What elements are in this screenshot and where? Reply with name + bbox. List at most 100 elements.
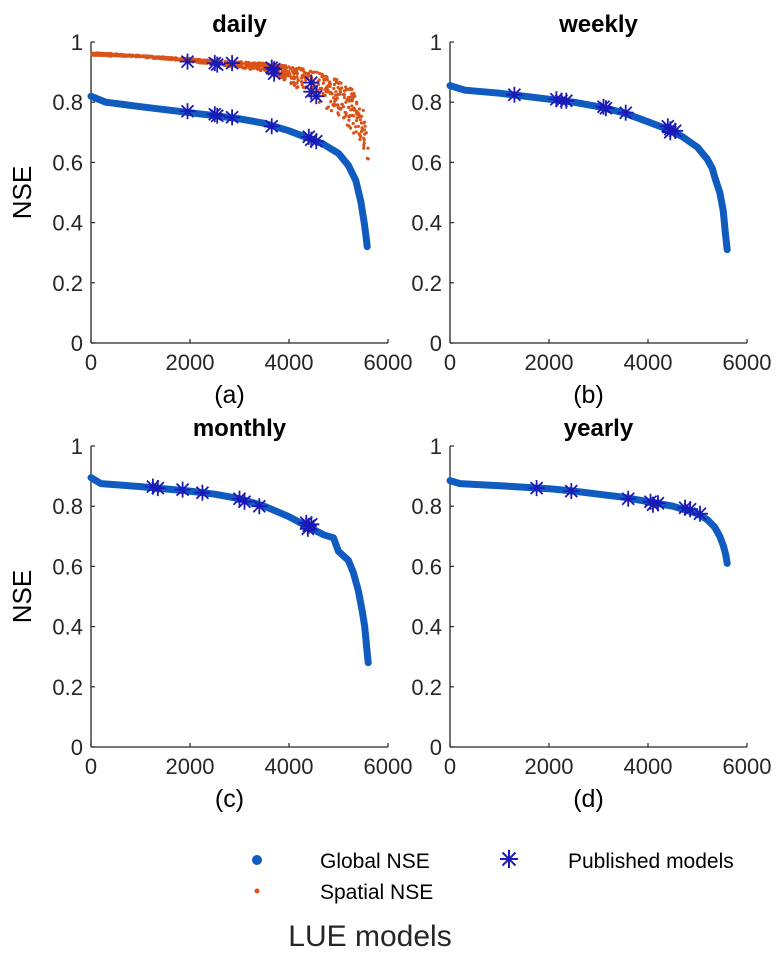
spatial-nse-point [355,116,359,120]
spatial-nse-point [303,74,307,78]
published-model-point [649,495,666,512]
y-tick-label: 0 [430,735,442,760]
x-tick-label: 4000 [265,350,314,375]
spatial-nse-point [295,86,299,90]
spatial-nse-point [342,95,346,100]
spatial-nse-point [344,85,348,89]
spatial-nse-point [247,60,251,65]
spatial-nse-point [162,55,166,60]
y-tick-label: 0.4 [52,615,83,640]
global-nse-curve [87,92,371,251]
y-tick-label: 0.2 [411,271,442,296]
published-model-point [266,65,283,82]
published-model-point [308,88,325,105]
x-tick-label: 0 [444,350,456,375]
legend-spatial-label: Spatial NSE [320,881,433,904]
published-marker-stroke [507,88,522,102]
published-marker-stroke [180,54,195,69]
spatial-nse-point [175,56,179,61]
spatial-nse-point [90,52,94,56]
published-marker-stroke [693,507,707,521]
published-marker-stroke [559,94,573,108]
published-model-point [617,104,634,121]
published-model-point [645,496,661,513]
spatial-nse-point [350,99,354,103]
spatial-nse-point [336,85,340,90]
spatial-nse-point [248,67,252,71]
y-tick-label: 0 [71,735,83,760]
spatial-nse-point [358,118,362,122]
published-marker-stroke [529,481,544,495]
published-model-point [209,56,226,73]
spatial-nse-point [291,70,295,74]
panel-label: (b) [573,381,604,409]
spatial-nse-point [350,104,354,108]
published-model-point [251,498,268,515]
spatial-nse-point [329,109,333,113]
spatial-nse-point [342,116,346,120]
published-model-point [224,109,241,126]
y-tick-label: 1 [71,434,83,459]
spatial-nse-point [349,95,353,99]
published-marker-stroke [678,501,692,515]
panel-label: (c) [215,785,244,813]
published-model-point [597,100,614,117]
published-marker-stroke [599,101,613,115]
series-global-nse [87,474,372,667]
published-marker-stroke [210,109,224,123]
spatial-nse-point [357,107,361,111]
spatial-nse-point [134,53,138,58]
panel-title: daily [212,11,267,38]
published-marker-stroke [237,495,252,509]
published-model-point [563,483,580,500]
published-marker-stroke [210,57,224,72]
spatial-nse-point [344,100,348,104]
spatial-nse-point [105,52,109,57]
spatial-nse-point [289,81,293,86]
spatial-nse-point [287,65,291,69]
published-marker-stroke [309,134,323,148]
spatial-nse-point [303,71,307,75]
spatial-nse-point [362,141,366,145]
x-tick-label: 0 [85,350,97,375]
spatial-nse-point [363,132,367,136]
x-tick-label: 0 [444,754,456,779]
published-marker-stroke [301,522,315,536]
x-tick-label: 2000 [525,754,574,779]
published-model-point [299,520,316,537]
spatial-nse-point [319,86,324,90]
spatial-nse-point [315,70,319,74]
spatial-nse-point [336,111,340,115]
spatial-nse-point [363,124,367,128]
spatial-nse-point [332,86,336,91]
published-model-point [528,480,545,497]
spatial-nse-point [297,66,301,70]
legend-global-label: Global NSE [320,850,430,873]
y-tick-label: 0.8 [52,90,83,115]
spatial-nse-point [301,85,305,89]
spatial-nse-point [283,64,288,68]
spatial-nse-point [239,60,243,64]
y-tick-label: 0.2 [411,675,442,700]
published-marker-stroke [252,499,266,513]
published-marker-stroke [195,486,210,500]
main-x-label: LUE models [288,920,451,953]
spatial-nse-point [349,126,353,130]
y-tick-label: 0 [430,331,442,356]
spatial-nse-point [329,100,333,104]
spatial-nse-point [359,114,364,118]
spatial-nse-point [325,89,329,93]
spatial-nse-point [280,74,285,78]
x-tick-label: 0 [85,754,97,779]
spatial-nse-point [168,56,172,60]
spatial-nse-point [146,54,150,58]
spatial-nse-point [347,115,351,119]
spatial-nse-point [111,53,115,57]
spatial-nse-point [328,90,333,94]
spatial-nse-point [295,71,299,75]
panel-title: monthly [193,415,287,442]
spatial-nse-point [351,92,355,97]
spatial-nse-point [257,61,261,65]
spatial-nse-point [366,146,370,150]
